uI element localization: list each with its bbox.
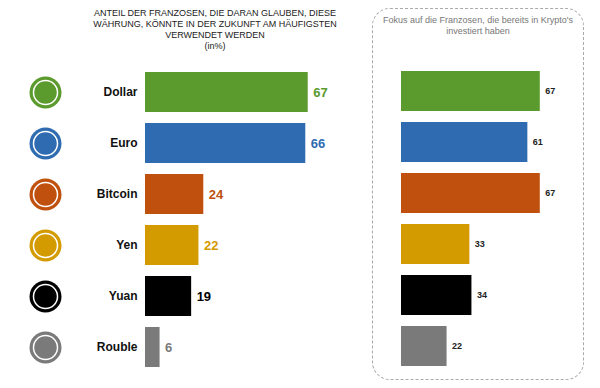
svg-text:6: 6 (165, 340, 172, 355)
svg-text:22: 22 (204, 238, 218, 253)
svg-text:Dollar: Dollar (103, 85, 137, 99)
svg-text:33: 33 (475, 239, 485, 249)
svg-text:22: 22 (452, 341, 462, 351)
svg-text:Rouble: Rouble (97, 340, 138, 354)
svg-text:24: 24 (209, 187, 224, 202)
html-text:ANTEIL DER FRANZOSEN, DIE DARA: ANTEIL DER FRANZOSEN, DIE DARAN GLAUBEN,… (93, 8, 337, 40)
svg-text:Yuan: Yuan (109, 289, 138, 303)
svg-text:67: 67 (313, 85, 327, 100)
svg-text:Yen: Yen (116, 238, 137, 252)
svg-text:34: 34 (477, 290, 487, 300)
svg-text:67: 67 (545, 188, 555, 198)
svg-text:Bitcoin: Bitcoin (97, 187, 138, 201)
html-text:(in%): (in%) (204, 41, 226, 51)
svg-text:Euro: Euro (110, 136, 137, 150)
svg-text:19: 19 (197, 289, 211, 304)
svg-text:66: 66 (311, 136, 325, 151)
html-text:Fokus auf die Franzosen, die b: Fokus auf die Franzosen, die bereits in … (383, 15, 573, 36)
svg-text:61: 61 (533, 137, 543, 147)
svg-text:67: 67 (545, 86, 555, 96)
